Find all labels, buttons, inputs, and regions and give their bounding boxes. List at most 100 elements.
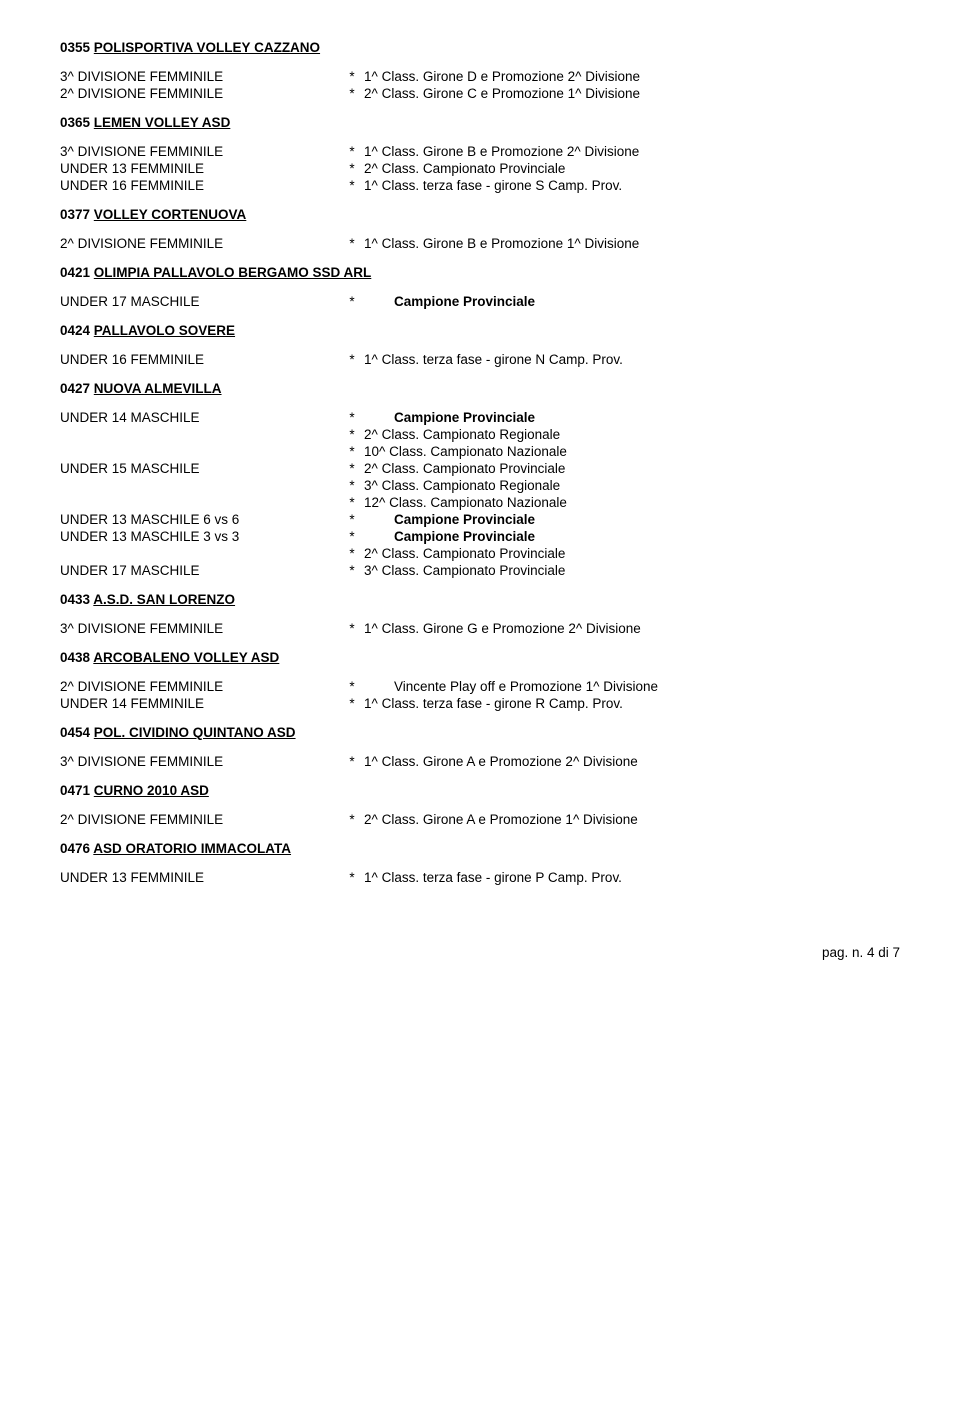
result: Campione Provinciale — [364, 294, 900, 309]
section-header: 0438 ARCOBALENO VOLLEY ASD — [60, 650, 900, 665]
category: UNDER 17 MASCHILE — [60, 294, 340, 309]
section-name: POL. CIVIDINO QUINTANO ASD — [94, 725, 296, 740]
result: 2^ Class. Girone A e Promozione 1^ Divis… — [364, 812, 900, 827]
result-row: 3^ DIVISIONE FEMMINILE*1^ Class. Girone … — [60, 754, 900, 769]
category: 2^ DIVISIONE FEMMINILE — [60, 812, 340, 827]
section-name: POLISPORTIVA VOLLEY CAZZANO — [94, 40, 320, 55]
star-separator: * — [340, 754, 364, 769]
result: 10^ Class. Campionato Nazionale — [364, 444, 900, 459]
star-separator: * — [340, 621, 364, 636]
result-row: 2^ DIVISIONE FEMMINILE*1^ Class. Girone … — [60, 236, 900, 251]
category: 2^ DIVISIONE FEMMINILE — [60, 86, 340, 101]
star-separator: * — [340, 352, 364, 367]
category: UNDER 16 FEMMINILE — [60, 352, 340, 367]
result: Campione Provinciale — [364, 410, 900, 425]
category: UNDER 15 MASCHILE — [60, 461, 340, 476]
section-header: 0424 PALLAVOLO SOVERE — [60, 323, 900, 338]
section-name: NUOVA ALMEVILLA — [94, 381, 222, 396]
category: UNDER 17 MASCHILE — [60, 563, 340, 578]
star-separator: * — [340, 870, 364, 885]
section-header: 0355 POLISPORTIVA VOLLEY CAZZANO — [60, 40, 900, 55]
section-header: 0365 LEMEN VOLLEY ASD — [60, 115, 900, 130]
category: 3^ DIVISIONE FEMMINILE — [60, 69, 340, 84]
section-code: 0476 — [60, 841, 93, 856]
section-code: 0427 — [60, 381, 94, 396]
star-separator: * — [340, 178, 364, 193]
star-separator: * — [340, 86, 364, 101]
star-separator: * — [340, 529, 364, 544]
star-separator: * — [340, 512, 364, 527]
section-code: 0421 — [60, 265, 94, 280]
section-header: 0476 ASD ORATORIO IMMACOLATA — [60, 841, 900, 856]
result: 2^ Class. Campionato Provinciale — [364, 161, 900, 176]
section-header: 0427 NUOVA ALMEVILLA — [60, 381, 900, 396]
star-separator: * — [340, 563, 364, 578]
category — [60, 444, 340, 459]
star-separator: * — [340, 696, 364, 711]
section: 0476 ASD ORATORIO IMMACOLATA UNDER 13 FEM… — [60, 841, 900, 885]
result: 1^ Class. terza fase - girone N Camp. Pr… — [364, 352, 900, 367]
section: 0377 VOLLEY CORTENUOVA 2^ DIVISIONE FEMMI… — [60, 207, 900, 251]
section: 0454 POL. CIVIDINO QUINTANO ASD 3^ DIVISI… — [60, 725, 900, 769]
section-code: 0454 — [60, 725, 94, 740]
result: 3^ Class. Campionato Regionale — [364, 478, 900, 493]
result-row: UNDER 16 FEMMINILE*1^ Class. terza fase … — [60, 352, 900, 367]
category: UNDER 13 MASCHILE 6 vs 6 — [60, 512, 340, 527]
category — [60, 546, 340, 561]
category — [60, 495, 340, 510]
result-row: 2^ DIVISIONE FEMMINILE*Vincente Play off… — [60, 679, 900, 694]
section-header: 0433 A.S.D. SAN LORENZO — [60, 592, 900, 607]
star-separator: * — [340, 161, 364, 176]
star-separator: * — [340, 427, 364, 442]
section-name: PALLAVOLO SOVERE — [94, 323, 235, 338]
star-separator: * — [340, 546, 364, 561]
result-row: 3^ DIVISIONE FEMMINILE*1^ Class. Girone … — [60, 69, 900, 84]
result: 1^ Class. Girone B e Promozione 1^ Divis… — [364, 236, 900, 251]
result: 2^ Class. Campionato Provinciale — [364, 461, 900, 476]
section: 0365 LEMEN VOLLEY ASD 3^ DIVISIONE FEMMIN… — [60, 115, 900, 193]
section-code: 0471 — [60, 783, 94, 798]
star-separator: * — [340, 69, 364, 84]
result: 12^ Class. Campionato Nazionale — [364, 495, 900, 510]
category: UNDER 14 FEMMINILE — [60, 696, 340, 711]
star-separator: * — [340, 144, 364, 159]
category: UNDER 13 FEMMINILE — [60, 870, 340, 885]
section: 0471 CURNO 2010 ASD 2^ DIVISIONE FEMMINIL… — [60, 783, 900, 827]
result-row: 3^ DIVISIONE FEMMINILE*1^ Class. Girone … — [60, 621, 900, 636]
result-row: UNDER 13 FEMMINILE*1^ Class. terza fase … — [60, 870, 900, 885]
section: 0438 ARCOBALENO VOLLEY ASD 2^ DIVISIONE F… — [60, 650, 900, 711]
category: UNDER 16 FEMMINILE — [60, 178, 340, 193]
result-row: UNDER 13 FEMMINILE*2^ Class. Campionato … — [60, 161, 900, 176]
result-row: 3^ DIVISIONE FEMMINILE*1^ Class. Girone … — [60, 144, 900, 159]
category: 2^ DIVISIONE FEMMINILE — [60, 236, 340, 251]
result-row: UNDER 13 MASCHILE 6 vs 6*Campione Provin… — [60, 512, 900, 527]
star-separator: * — [340, 495, 364, 510]
section-name: A.S.D. SAN LORENZO — [93, 592, 235, 607]
result: 1^ Class. terza fase - girone R Camp. Pr… — [364, 696, 900, 711]
result-row: UNDER 14 MASCHILE*Campione Provinciale — [60, 410, 900, 425]
result-row: 2^ DIVISIONE FEMMINILE*2^ Class. Girone … — [60, 86, 900, 101]
star-separator: * — [340, 812, 364, 827]
result: Campione Provinciale — [364, 512, 900, 527]
result-row: *3^ Class. Campionato Regionale — [60, 478, 900, 493]
category: 3^ DIVISIONE FEMMINILE — [60, 754, 340, 769]
star-separator: * — [340, 236, 364, 251]
section-header: 0377 VOLLEY CORTENUOVA — [60, 207, 900, 222]
result: 2^ Class. Campionato Provinciale — [364, 546, 900, 561]
result-row: *2^ Class. Campionato Regionale — [60, 427, 900, 442]
result: 1^ Class. Girone D e Promozione 2^ Divis… — [364, 69, 900, 84]
result-row: *2^ Class. Campionato Provinciale — [60, 546, 900, 561]
section-name: CURNO 2010 ASD — [94, 783, 209, 798]
result: 1^ Class. terza fase - girone P Camp. Pr… — [364, 870, 900, 885]
result-row: *12^ Class. Campionato Nazionale — [60, 495, 900, 510]
star-separator: * — [340, 444, 364, 459]
category: 2^ DIVISIONE FEMMINILE — [60, 679, 340, 694]
section-name: LEMEN VOLLEY ASD — [94, 115, 231, 130]
result: Campione Provinciale — [364, 529, 900, 544]
section-code: 0377 — [60, 207, 94, 222]
result-row: 2^ DIVISIONE FEMMINILE*2^ Class. Girone … — [60, 812, 900, 827]
section: 0427 NUOVA ALMEVILLA UNDER 14 MASCHILE*Ca… — [60, 381, 900, 578]
section-name: VOLLEY CORTENUOVA — [94, 207, 247, 222]
section: 0421 OLIMPIA PALLAVOLO BERGAMO SSD ARLUN… — [60, 265, 900, 309]
result: Vincente Play off e Promozione 1^ Divisi… — [364, 679, 900, 694]
